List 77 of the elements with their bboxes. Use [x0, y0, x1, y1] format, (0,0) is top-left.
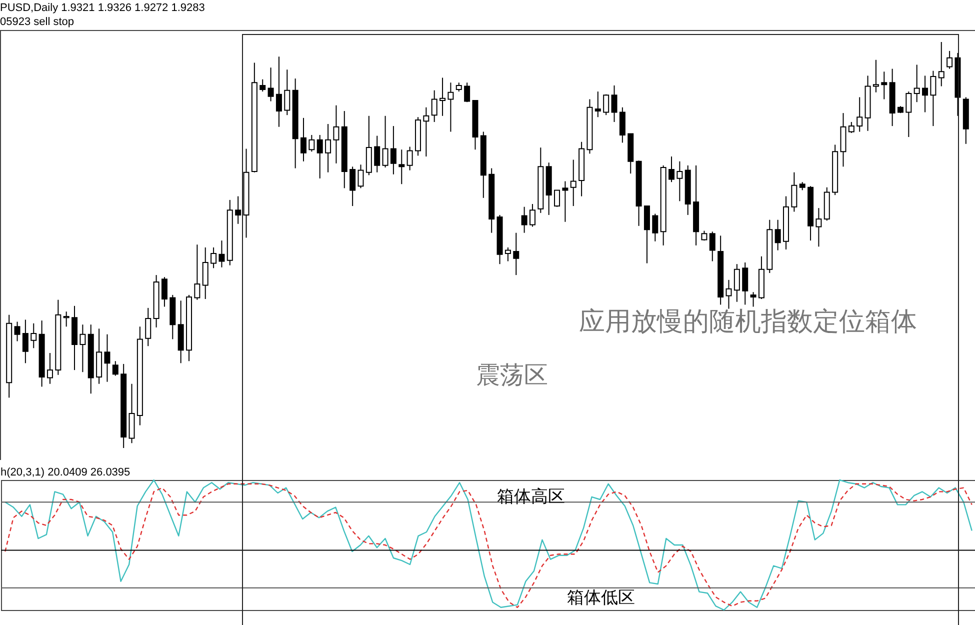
- candlestick: [521, 206, 528, 234]
- annotation: 应用放慢的随机指数定位箱体: [579, 307, 917, 336]
- candlestick: [938, 42, 944, 87]
- annotation: 震荡区: [476, 363, 548, 389]
- candlestick: [872, 59, 879, 93]
- candlestick: [325, 124, 332, 173]
- candlestick: [440, 77, 446, 116]
- candlestick: [46, 352, 53, 384]
- candlestick: [701, 230, 708, 242]
- candlestick: [80, 324, 86, 373]
- candlestick: [791, 172, 798, 212]
- candlestick: [750, 292, 756, 308]
- candlestick: [906, 91, 912, 138]
- candlestick: [726, 279, 732, 310]
- candlestick: [350, 166, 356, 207]
- candlestick: [881, 71, 888, 100]
- candlestick: [848, 121, 854, 134]
- candlestick: [464, 82, 470, 103]
- candlestick: [816, 208, 822, 248]
- candlestick: [284, 69, 290, 116]
- candlestick: [914, 64, 920, 103]
- candlestick: [946, 50, 953, 70]
- candlestick: [333, 104, 340, 164]
- candlestick: [431, 90, 438, 122]
- candlestick: [619, 106, 626, 144]
- candlestick: [390, 126, 396, 175]
- ref-line-label: 箱体低区: [567, 588, 635, 607]
- candlestick: [709, 231, 716, 262]
- candlestick: [856, 96, 863, 132]
- candlestick: [668, 156, 675, 183]
- chart-title: PUSD,Daily 1.9321 1.9326 1.9272 1.9283: [0, 2, 205, 14]
- candlestick: [570, 159, 576, 207]
- candlestick: [300, 117, 306, 162]
- chart-subtitle: 05923 sell stop: [0, 16, 74, 28]
- candlestick: [652, 213, 658, 242]
- candlestick: [260, 78, 266, 92]
- candlestick: [554, 190, 560, 208]
- chart-title: h(20,3,1) 20.0409 26.0395: [0, 466, 130, 478]
- candlestick: [276, 56, 282, 128]
- candlestick: [112, 360, 118, 376]
- candlestick: [161, 276, 168, 308]
- candlestick: [210, 246, 217, 269]
- candlestick: [202, 246, 208, 300]
- candlestick: [611, 84, 618, 122]
- candlestick: [922, 75, 928, 113]
- candlestick: [513, 232, 520, 276]
- candlestick: [529, 203, 536, 228]
- candlestick: [358, 164, 364, 189]
- candlestick: [504, 246, 511, 262]
- candlestick: [374, 135, 380, 173]
- candlestick: [562, 180, 568, 222]
- candlestick: [594, 91, 601, 118]
- candlestick: [268, 67, 274, 102]
- ref-line-label: 箱体高区: [497, 487, 565, 506]
- candlestick: [398, 149, 405, 185]
- candlestick: [316, 134, 323, 179]
- candlestick: [423, 106, 430, 157]
- candlestick: [603, 94, 610, 116]
- candlestick: [218, 240, 225, 268]
- candlestick: [63, 311, 70, 328]
- candlestick: [676, 160, 683, 202]
- candlestick: [235, 196, 242, 224]
- candlestick: [930, 70, 936, 127]
- candlestick: [734, 264, 740, 302]
- candlestick: [448, 82, 454, 132]
- candlestick: [382, 115, 388, 168]
- candlestick: [194, 244, 200, 300]
- candlestick: [30, 322, 37, 349]
- candlestick: [742, 262, 748, 306]
- candlestick: [406, 146, 413, 171]
- candlestick: [22, 319, 28, 364]
- candlestick: [14, 321, 20, 342]
- candlestick: [308, 134, 315, 152]
- candlestick: [145, 307, 152, 347]
- candlestick: [644, 206, 650, 264]
- candlestick: [104, 334, 110, 382]
- candlestick: [774, 219, 781, 251]
